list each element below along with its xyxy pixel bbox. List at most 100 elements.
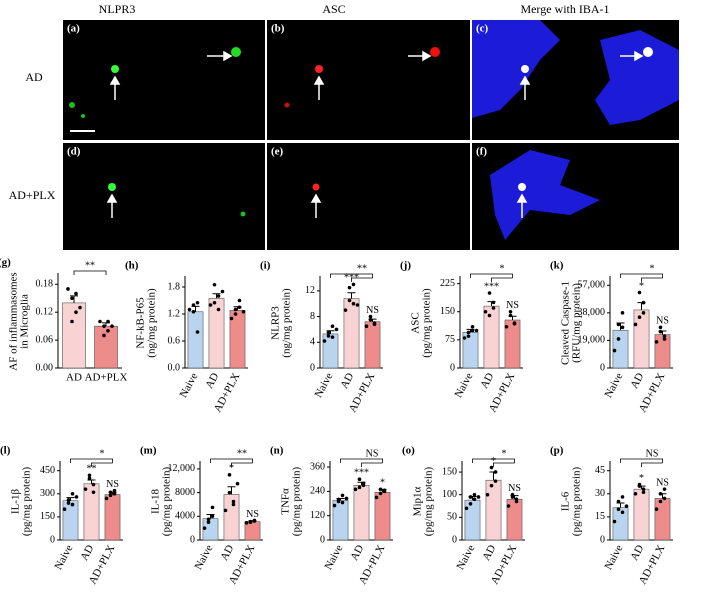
spot xyxy=(312,183,320,191)
significance: NS xyxy=(508,483,521,494)
data-point xyxy=(208,303,213,307)
data-point xyxy=(654,507,659,512)
bar xyxy=(104,494,121,541)
data-point xyxy=(110,324,114,328)
significance: * xyxy=(100,448,105,459)
data-point xyxy=(658,492,663,496)
data-point xyxy=(637,484,642,488)
microglia xyxy=(472,20,560,118)
x-tick-label: AD xyxy=(480,543,498,563)
y-tick-label: 100 xyxy=(442,489,457,500)
data-point xyxy=(347,298,352,303)
bracket xyxy=(340,458,383,463)
data-point xyxy=(378,491,383,496)
spot xyxy=(111,65,119,73)
y-tick-label: 12 xyxy=(305,285,315,296)
data-point xyxy=(612,348,617,353)
data-point xyxy=(470,328,475,333)
spot xyxy=(315,65,323,73)
y-axis-label: (pg/mg protein) xyxy=(21,466,33,536)
data-point xyxy=(340,493,345,498)
data-point xyxy=(487,291,492,295)
data-point xyxy=(514,499,519,504)
panel-label: (c) xyxy=(476,23,489,35)
data-point xyxy=(227,490,232,495)
y-tick-label: 12,000 xyxy=(168,463,196,474)
panel-label: (k) xyxy=(550,260,564,272)
data-point xyxy=(372,322,377,327)
significance: * xyxy=(229,463,234,474)
data-point xyxy=(504,324,509,329)
data-point xyxy=(620,495,625,499)
bracket xyxy=(73,270,107,275)
image-panel xyxy=(267,143,470,250)
data-point xyxy=(637,290,642,295)
bar xyxy=(322,333,339,369)
y-tick-label: 0.06 xyxy=(36,334,54,345)
data-point xyxy=(489,483,494,488)
significance: ** xyxy=(87,464,97,475)
data-point xyxy=(195,300,200,305)
image-panel xyxy=(63,143,265,250)
bracket xyxy=(361,462,383,467)
x-tick-label: Naive xyxy=(312,371,335,400)
data-point xyxy=(244,521,249,525)
y-tick-label: 57,000 xyxy=(578,280,606,291)
data-point xyxy=(98,319,102,324)
data-point xyxy=(466,330,471,335)
data-point xyxy=(658,329,663,334)
data-point xyxy=(108,493,113,498)
y-axis-label: TNFα xyxy=(280,488,292,515)
data-point xyxy=(351,301,356,306)
data-point xyxy=(344,496,349,501)
data-point xyxy=(87,476,92,481)
data-point xyxy=(229,316,234,321)
significance: * xyxy=(500,263,505,274)
data-point xyxy=(334,327,339,332)
bar xyxy=(374,492,391,541)
data-point xyxy=(364,324,369,329)
error-bar xyxy=(66,497,75,501)
bar xyxy=(483,305,500,369)
x-tick-label: AD+PLX xyxy=(85,372,128,384)
y-axis-label: (pg/mg protein) xyxy=(421,288,433,358)
data-point xyxy=(195,330,200,334)
data-point xyxy=(102,333,106,338)
data-point xyxy=(493,479,498,483)
data-point xyxy=(508,313,513,318)
microglia xyxy=(490,150,600,240)
panel-label: (h) xyxy=(125,260,139,272)
x-tick-label: Naive xyxy=(602,371,625,400)
spot xyxy=(643,47,653,57)
bracket xyxy=(620,273,663,278)
x-tick-label: Naive xyxy=(177,371,200,400)
y-axis-label: in Microglia xyxy=(19,294,31,349)
data-point xyxy=(658,325,663,330)
data-point xyxy=(616,322,621,327)
y-tick-label: 150 xyxy=(440,306,455,317)
data-point xyxy=(357,477,362,482)
data-point xyxy=(658,499,663,504)
data-point xyxy=(66,287,70,291)
data-point xyxy=(66,498,71,502)
data-point xyxy=(489,465,494,470)
bar xyxy=(94,325,118,369)
y-tick-label: 0 xyxy=(600,362,605,373)
y-tick-label: 1.2 xyxy=(168,308,181,319)
y-tick-label: 240 xyxy=(310,486,325,497)
bar xyxy=(353,484,370,541)
data-point xyxy=(633,492,638,496)
data-point xyxy=(74,495,79,499)
y-tick-label: 225 xyxy=(440,278,455,289)
data-point xyxy=(206,520,211,525)
data-point xyxy=(347,285,352,290)
x-tick-label: AD xyxy=(348,543,366,563)
error-bar xyxy=(206,514,215,519)
x-tick-label: AD xyxy=(478,371,496,391)
data-point xyxy=(474,328,479,333)
y-tick-label: 38,000 xyxy=(578,307,606,318)
x-tick-label: AD xyxy=(628,543,646,563)
data-point xyxy=(470,324,475,329)
y-axis-label: (RFU/mg protein) xyxy=(571,283,583,363)
